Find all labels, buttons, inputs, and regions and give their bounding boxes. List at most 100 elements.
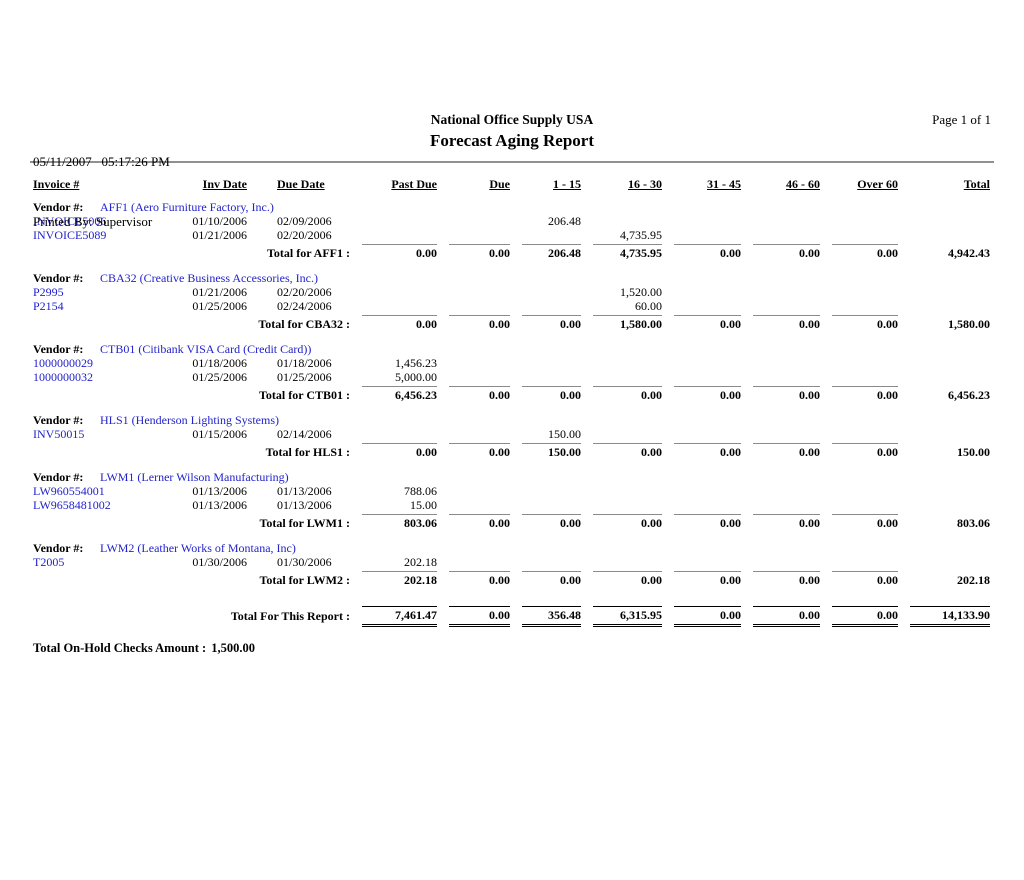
amount-1-15 [510, 498, 581, 512]
vendor-header-row: Vendor #: LWM1 (Lerner Wilson Manufacturi… [33, 468, 990, 484]
total-16-30: 0.00 [581, 384, 662, 402]
total-16-30: 0.00 [581, 569, 662, 587]
amount-due [437, 484, 510, 498]
invoice-row: INVOICE5006 01/10/2006 02/09/2006 206.48 [33, 214, 990, 228]
total-1-15: 206.48 [510, 242, 581, 260]
amount-46-60 [741, 498, 820, 512]
amount-due [437, 555, 510, 569]
vendor-total-label: Total for HLS1 : [265, 445, 350, 459]
inv-date-cell: 01/13/2006 [192, 484, 247, 498]
amount-31-45 [662, 370, 741, 384]
invoice-number[interactable]: P2995 [33, 285, 64, 299]
amount-past-due [350, 427, 437, 441]
total-total: 803.06 [957, 516, 990, 530]
total-due: 0.00 [437, 313, 510, 331]
inv-date-cell: 01/25/2006 [192, 370, 247, 384]
vendor-header-row: Vendor #: LWM2 (Leather Works of Montana,… [33, 539, 990, 555]
invoice-number[interactable]: 1000000032 [33, 370, 93, 384]
due-date-cell: 01/13/2006 [277, 484, 332, 498]
invoice-number[interactable]: P2154 [33, 299, 64, 313]
amount-over-60 [820, 214, 898, 228]
col-header-past-due: Past Due [391, 177, 437, 191]
total-over-60: 0.00 [820, 441, 898, 459]
invoice-number[interactable]: LW960554001 [33, 484, 105, 498]
amount-31-45 [662, 555, 741, 569]
invoice-number[interactable]: 1000000029 [33, 356, 93, 370]
report-datetime: 05/11/2007 05:17:26 PM [33, 154, 170, 169]
on-hold-value: 1,500.00 [211, 641, 255, 655]
invoice-row: P2154 01/25/2006 02/24/2006 60.00 [33, 299, 990, 313]
invoice-row: LW9658481002 01/13/2006 01/13/2006 15.00 [33, 498, 990, 512]
total-31-45: 0.00 [662, 441, 741, 459]
invoice-number[interactable]: INVOICE5006 [33, 214, 107, 228]
amount-1-15 [510, 299, 581, 313]
vendor-total-label: Total for AFF1 : [267, 246, 350, 260]
amount-46-60 [741, 356, 820, 370]
total-total: 6,456.23 [948, 388, 990, 402]
amount-past-due [350, 228, 437, 242]
amount-past-due: 5,000.00 [395, 370, 437, 384]
total-16-30: 0.00 [581, 512, 662, 530]
vendor-header-row: Vendor #: HLS1 (Henderson Lighting System… [33, 411, 990, 427]
amount-16-30 [581, 498, 662, 512]
vendor-header-row: Vendor #: AFF1 (Aero Furniture Factory, I… [33, 198, 990, 214]
total-16-30: 0.00 [581, 441, 662, 459]
report-total-31-45: 0.00 [662, 605, 741, 627]
invoice-number[interactable]: INV50015 [33, 427, 85, 441]
vendor-name[interactable]: HLS1 (Henderson Lighting Systems) [100, 413, 279, 427]
inv-date-cell: 01/13/2006 [192, 498, 247, 512]
vendor-number-label: Vendor #: [33, 413, 84, 427]
amount-past-due: 202.18 [404, 555, 437, 569]
amount-over-60 [820, 484, 898, 498]
amount-due [437, 285, 510, 299]
table-header-row: Invoice # Inv Date Due Date Past Due Due… [33, 174, 990, 191]
total-past-due: 6,456.23 [350, 384, 437, 402]
amount-46-60 [741, 285, 820, 299]
invoice-number[interactable]: LW9658481002 [33, 498, 111, 512]
inv-date-cell: 01/21/2006 [192, 228, 247, 242]
total-1-15: 0.00 [510, 512, 581, 530]
total-1-15: 0.00 [510, 313, 581, 331]
total-31-45: 0.00 [662, 384, 741, 402]
report-total-1-15: 356.48 [510, 605, 581, 627]
amount-total [898, 356, 990, 370]
vendor-name[interactable]: LWM1 (Lerner Wilson Manufacturing) [100, 470, 289, 484]
inv-date-cell: 01/18/2006 [192, 356, 247, 370]
vendor-name[interactable]: CBA32 (Creative Business Accessories, In… [100, 271, 318, 285]
vendor-total-label: Total for CTB01 : [258, 388, 350, 402]
inv-date-cell: 01/10/2006 [192, 214, 247, 228]
amount-1-15: 150.00 [548, 427, 581, 441]
total-total: 202.18 [957, 573, 990, 587]
report-total-label: Total For This Report : [230, 608, 350, 623]
total-over-60: 0.00 [820, 512, 898, 530]
amount-1-15 [510, 285, 581, 299]
col-header-16-30: 16 - 30 [628, 177, 662, 191]
total-past-due: 202.18 [350, 569, 437, 587]
vendor-name[interactable]: AFF1 (Aero Furniture Factory, Inc.) [100, 200, 274, 214]
amount-due [437, 228, 510, 242]
total-31-45: 0.00 [662, 242, 741, 260]
vendor-number-label: Vendor #: [33, 200, 84, 214]
due-date-cell: 02/20/2006 [277, 228, 332, 242]
total-due: 0.00 [437, 569, 510, 587]
invoice-number[interactable]: INVOICE5089 [33, 228, 107, 242]
inv-date-cell: 01/30/2006 [192, 555, 247, 569]
total-46-60: 0.00 [741, 242, 820, 260]
vendor-name[interactable]: LWM2 (Leather Works of Montana, Inc) [100, 541, 296, 555]
invoice-number[interactable]: T2005 [33, 555, 65, 569]
total-31-45: 0.00 [662, 313, 741, 331]
total-total: 1,580.00 [948, 317, 990, 331]
total-due: 0.00 [437, 441, 510, 459]
amount-16-30 [581, 214, 662, 228]
amount-total [898, 427, 990, 441]
amount-due [437, 356, 510, 370]
total-total: 4,942.43 [948, 246, 990, 260]
total-past-due: 0.00 [350, 441, 437, 459]
col-header-inv-date: Inv Date [202, 177, 247, 191]
inv-date-cell: 01/25/2006 [192, 299, 247, 313]
vendor-name[interactable]: CTB01 (Citibank VISA Card (Credit Card)) [100, 342, 312, 356]
vendor-total-label: Total for LWM1 : [259, 516, 350, 530]
amount-total [898, 228, 990, 242]
due-date-cell: 01/18/2006 [277, 356, 332, 370]
amount-due [437, 214, 510, 228]
